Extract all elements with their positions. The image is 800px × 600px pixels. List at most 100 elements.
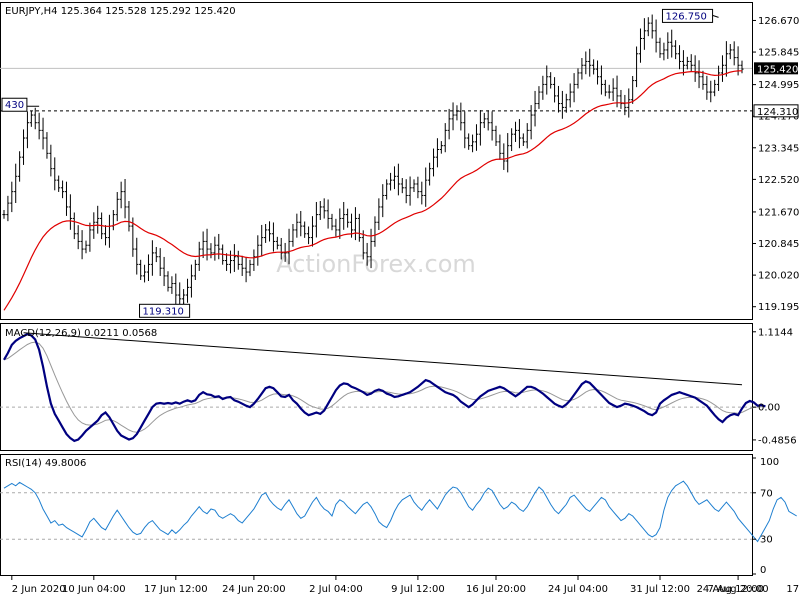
price-bar (139, 259, 143, 281)
price-bar (494, 125, 498, 146)
price-panel-title: EURJPY,H4 125.364 125.528 125.292 125.42… (5, 6, 236, 17)
price-bar (365, 242, 369, 266)
price-bar (76, 225, 80, 250)
price-bar (502, 143, 506, 170)
price-bar (447, 108, 451, 140)
price-y-tick-label: 120.845 (758, 239, 799, 250)
price-bar (299, 210, 303, 237)
price-bar (689, 54, 693, 72)
price-bar (338, 208, 342, 239)
price-y-tick-label: 126.670 (758, 16, 799, 27)
price-bar (701, 70, 705, 90)
price-bar (53, 157, 57, 191)
price-bar (314, 201, 318, 238)
macd-panel: 1.1144 0.00 -0.4856 MACD(12,26,9) 0.0211 0… (0, 323, 797, 451)
price-bar (240, 255, 244, 276)
price-bar (545, 65, 549, 95)
price-bar (470, 134, 475, 153)
annotation-connector (712, 14, 719, 18)
price-bar (330, 213, 334, 231)
support-level-box (753, 104, 799, 118)
price-bar (213, 236, 217, 261)
price-bar (634, 46, 639, 88)
price-bar (439, 141, 443, 154)
moving-average-line (3, 70, 743, 311)
price-bar (560, 90, 564, 119)
rsi-y-tick-label: 30 (760, 535, 773, 546)
x-tick-label: 16 Jul 20:00 (466, 584, 526, 595)
price-bar (408, 176, 412, 206)
price-bar (572, 73, 576, 103)
rsi-line (3, 480, 797, 543)
price-bar (607, 84, 611, 99)
price-bar (189, 264, 194, 298)
price-bar (658, 37, 662, 58)
price-bar (248, 259, 252, 277)
price-bar (638, 28, 643, 63)
price-bar (64, 181, 69, 216)
price-bar (732, 41, 736, 66)
price-bar (510, 128, 514, 152)
price-bar (10, 181, 14, 213)
rsi-y-tick-label: 70 (760, 488, 773, 499)
price-bar (568, 83, 572, 108)
price-bar (185, 278, 190, 303)
x-tick-label: 24 Jun 20:00 (222, 584, 286, 595)
price-bar (279, 237, 283, 260)
price-bar (713, 79, 717, 97)
annotation-label: 119.310 (143, 306, 184, 317)
price-bar (49, 144, 53, 177)
price-bar (728, 44, 732, 60)
price-bar (631, 75, 635, 104)
price-bar (646, 17, 650, 37)
price-bar (33, 107, 37, 130)
price-bar (346, 208, 350, 228)
x-tick-label: 17 Jun 12:00 (144, 584, 208, 595)
price-bar (443, 123, 447, 153)
current-price-box (754, 62, 798, 75)
price-y-tick-label: 119.195 (758, 302, 799, 313)
price-bar (709, 80, 713, 103)
price-bar (490, 111, 494, 141)
price-bar (556, 85, 561, 113)
price-bar (681, 50, 686, 76)
macd-line (3, 332, 766, 443)
price-bar (18, 151, 22, 182)
price-bar (595, 60, 600, 85)
price-bar (142, 264, 147, 283)
price-bar (287, 228, 291, 265)
price-bar (303, 221, 307, 238)
price-bar (482, 112, 486, 129)
price-bar (400, 178, 404, 194)
annotation-label: 126.750 (665, 11, 706, 22)
price-bar (209, 243, 213, 259)
x-tick-label: 10 Jun 04:00 (62, 584, 126, 595)
price-bar (306, 226, 311, 245)
price-bar (611, 78, 615, 102)
price-bar (369, 228, 373, 269)
price-bar (217, 233, 221, 260)
price-bar (716, 65, 721, 91)
price-bar (170, 276, 174, 294)
price-bar (650, 14, 654, 39)
price-bar (724, 41, 728, 77)
price-bar (60, 180, 65, 199)
price-bar (697, 60, 701, 89)
price-bar (84, 240, 88, 254)
price-bar (41, 117, 45, 150)
price-bar (123, 178, 127, 219)
price-bar (478, 110, 482, 146)
price-bar (322, 198, 326, 219)
rsi-y-tick-label: 100 (760, 457, 779, 468)
annotation-box (139, 303, 191, 318)
price-bar (467, 133, 471, 150)
price-bar (232, 244, 236, 272)
annotation-box (1, 97, 28, 112)
price-bar (353, 207, 358, 241)
price-bar (25, 111, 30, 149)
price-bar (29, 110, 33, 127)
x-tick-label: 2 Jun 2020 (12, 584, 66, 595)
price-panel-frame (0, 2, 753, 320)
